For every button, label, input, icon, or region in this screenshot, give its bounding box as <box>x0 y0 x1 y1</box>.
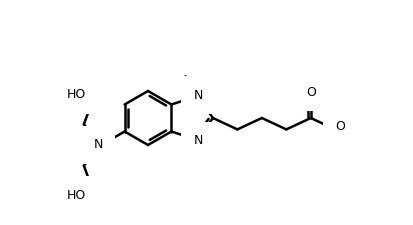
Text: O: O <box>306 86 316 99</box>
Text: N: N <box>193 89 203 102</box>
Text: N: N <box>94 139 103 151</box>
Text: O: O <box>335 120 345 133</box>
Text: N: N <box>193 134 203 147</box>
Text: HO: HO <box>67 88 86 101</box>
Text: HO: HO <box>67 189 86 202</box>
